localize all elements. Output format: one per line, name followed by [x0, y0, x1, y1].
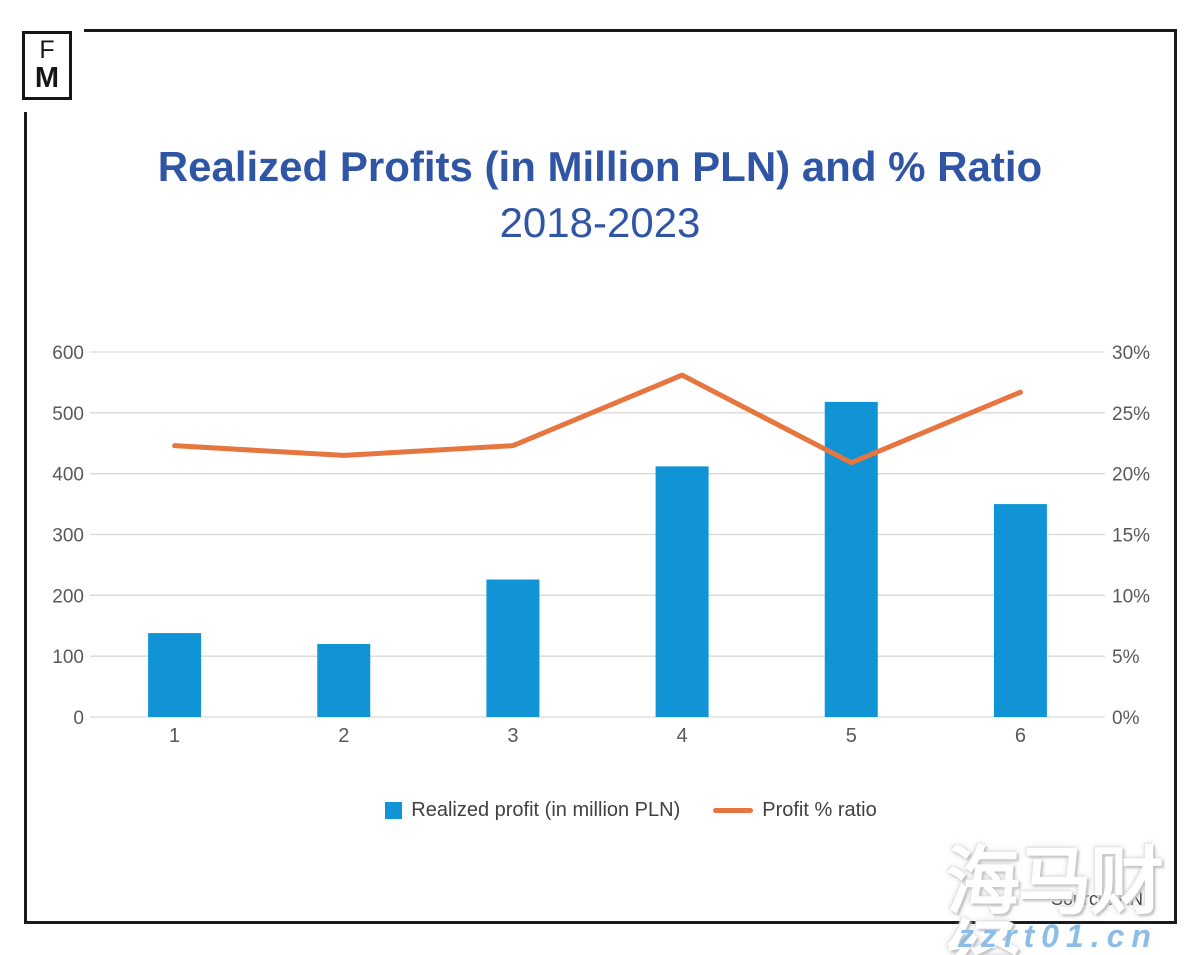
right-axis-tick-label: 15% — [1112, 526, 1150, 547]
x-axis-label-3: 3 — [507, 725, 518, 747]
left-axis-tick-label: 500 — [52, 404, 84, 425]
right-axis-tick-label: 0% — [1112, 708, 1140, 729]
left-axis-tick-label: 0 — [73, 708, 84, 729]
bar-5 — [824, 401, 878, 717]
chart-title: Realized Profits (in Million PLN) and % … — [157, 143, 1043, 190]
left-axis-tick-label: 600 — [52, 343, 84, 364]
frame-border-top — [84, 29, 1174, 32]
source-note: Source: KNF — [1051, 889, 1155, 909]
logo-letter-f: F — [39, 36, 55, 64]
right-axis-tick-label: 25% — [1112, 404, 1150, 425]
bar-4 — [655, 466, 709, 717]
frame-border-left — [24, 112, 27, 921]
x-axis-label-4: 4 — [677, 725, 688, 747]
chart-subtitle: 2018-2023 — [499, 199, 701, 246]
left-axis-tick-label: 200 — [52, 586, 84, 607]
legend-item-realized-profit: Realized profit (in million PLN) — [385, 799, 680, 822]
legend-bar-swatch-icon — [385, 801, 403, 819]
right-axis-tick-label: 5% — [1112, 647, 1140, 668]
watermark-cjk-text: 海马财经 — [946, 840, 1164, 955]
right-axis-tick-label: 20% — [1112, 465, 1150, 486]
left-axis-tick-label: 100 — [52, 647, 84, 668]
watermark-url-text: zzrt01.cn — [958, 918, 1158, 954]
legend-line-swatch-icon — [713, 807, 754, 813]
legend-bar-label: Realized profit (in million PLN) — [411, 798, 681, 821]
legend-item-profit-ratio: Profit % ratio — [713, 798, 877, 822]
left-axis-tick-label: 300 — [52, 526, 84, 547]
frame-border-right — [1174, 29, 1177, 924]
legend-line-label: Profit % ratio — [762, 798, 877, 821]
profit-ratio-line — [172, 372, 1023, 466]
right-axis-tick-label: 30% — [1112, 343, 1150, 364]
x-axis-label-1: 1 — [169, 725, 180, 747]
combo-chart: 0 0% 100 5% 200 10% 300 15% 400 20% 500 25% 600 30% 1 2… — [52, 343, 1150, 747]
right-axis-tick-label: 10% — [1112, 586, 1150, 607]
bar-3 — [486, 579, 540, 717]
x-axis-label-5: 5 — [846, 725, 857, 747]
frame-border-bottom — [24, 921, 1177, 924]
bar-6 — [993, 504, 1047, 717]
bar-1 — [148, 633, 202, 717]
x-axis-label-2: 2 — [338, 725, 349, 747]
chart-legend: Realized profit (in million PLN) Profit … — [0, 794, 1200, 826]
x-axis-label-6: 6 — [1015, 725, 1026, 747]
fm-logo: F M — [22, 31, 72, 100]
left-axis-tick-label: 400 — [52, 465, 84, 486]
bar-2 — [317, 644, 371, 717]
logo-letter-m: M — [34, 62, 60, 94]
